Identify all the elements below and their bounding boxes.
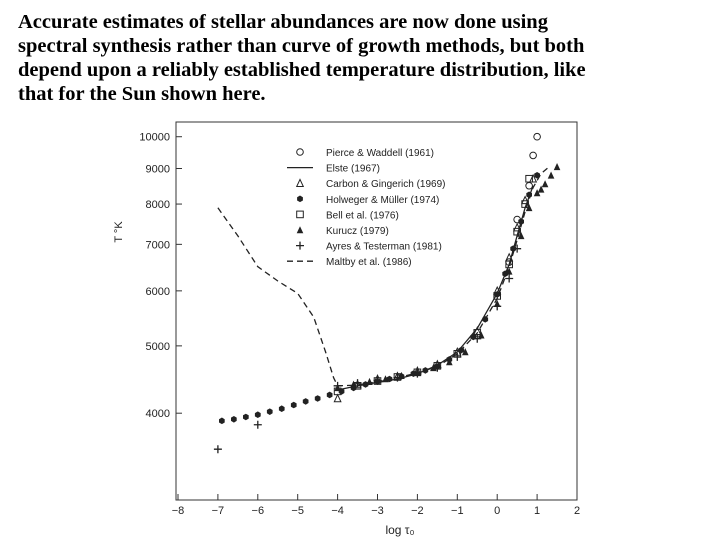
x-tick-label: −3: [371, 505, 384, 517]
series-4-point: [326, 391, 333, 399]
legend-3-label: Carbon & Gingerich (1969): [326, 179, 446, 190]
series-6-point: [446, 358, 453, 366]
x-tick-label: −6: [252, 505, 265, 517]
x-tick-label: 0: [494, 505, 500, 517]
y-tick-label: 4000: [146, 408, 170, 420]
legend-5-label: Bell et al. (1976): [326, 210, 399, 221]
series-5-point: [513, 227, 521, 236]
series-6-point: [525, 204, 533, 212]
x-tick-label: −4: [331, 505, 344, 517]
x-tick-label: 2: [574, 505, 580, 517]
x-tick-label: −7: [212, 505, 225, 517]
series-6-point: [533, 189, 541, 197]
legend-1-label: Pierce & Waddell (1961): [326, 148, 434, 159]
x-tick-label: −2: [411, 505, 424, 517]
series-7-point: [213, 445, 222, 454]
series-7-point: [253, 420, 262, 429]
x-tick-label: −1: [451, 505, 464, 517]
series-1-point: [525, 181, 533, 190]
series-4-point: [518, 218, 524, 225]
series-3-point: [513, 222, 522, 232]
x-tick-label: −5: [291, 505, 304, 517]
series-7-point: [505, 274, 514, 283]
series-3-point: [529, 173, 538, 183]
x-tick-label: 1: [534, 505, 540, 517]
y-tick-label: 8000: [146, 199, 170, 211]
series-7-point: [373, 376, 382, 385]
series-6-point: [553, 163, 561, 171]
series-7-point: [513, 244, 522, 253]
series-7-point: [453, 352, 462, 361]
series-3-point: [521, 195, 530, 205]
series-6-point: [537, 185, 545, 193]
legend-2-label: Elste (1967): [326, 164, 380, 175]
legend-5-swatch: [296, 210, 304, 219]
series-4-point: [290, 401, 297, 409]
caption: Accurate estimates of stellar abundances…: [18, 10, 713, 106]
series-7-point: [473, 334, 482, 343]
series-5-point: [521, 200, 529, 208]
series-8-line: [217, 166, 550, 387]
series-1-point: [533, 132, 541, 141]
series-4-point: [302, 398, 309, 405]
x-axis-label: log τ₀: [385, 523, 414, 537]
legend-8-label: Maltby et al. (1986): [326, 257, 412, 268]
series-6-point: [517, 232, 525, 240]
series-4-point: [231, 416, 237, 423]
plot-frame: [175, 121, 578, 501]
legend-7-label: Ayres & Testerman (1981): [326, 242, 442, 253]
legend-3-swatch: [295, 178, 305, 187]
series-7-point: [493, 302, 502, 311]
series-1-point: [529, 151, 537, 160]
legend-4-swatch: [297, 195, 303, 203]
series-4-point: [266, 408, 273, 415]
legend-4-label: Holweger & Müller (1974): [326, 195, 439, 206]
y-tick-label: 5000: [146, 341, 170, 353]
y-axis-label: T °K: [113, 221, 125, 243]
series-4-point: [243, 413, 249, 421]
series-4-point: [314, 395, 321, 402]
series-4-point: [219, 417, 225, 425]
caption-line: that for the Sun shown here.: [18, 83, 266, 105]
series-6-point: [477, 331, 485, 339]
legend-6-label: Kurucz (1979): [326, 226, 389, 237]
series-7-point: [433, 363, 442, 372]
series-4-point: [254, 411, 261, 418]
legend-1-swatch: [296, 148, 304, 156]
y-tick-label: 7000: [146, 239, 170, 251]
series-6-point: [382, 375, 389, 383]
series-4-point: [278, 405, 285, 412]
y-tick-label: 10000: [139, 132, 170, 144]
series-3-point: [333, 393, 342, 403]
series-6-point: [350, 380, 357, 388]
series-6-point: [547, 171, 555, 179]
legend-6-swatch: [296, 226, 304, 234]
y-tick-label: 6000: [146, 286, 170, 298]
chart-marks: −8 −7 −6 −5 −4 −3 −2 −1 0 1 2 4000 5000 6000 7000 8000 9…: [113, 132, 580, 537]
series-4-point: [362, 381, 369, 388]
legend-7-swatch: [296, 241, 304, 250]
caption-line: spectral synthesis rather than curve of …: [18, 35, 585, 57]
series-3-point: [473, 326, 482, 335]
x-tick-label: −8: [172, 505, 185, 517]
y-tick-label: 9000: [146, 164, 170, 176]
series-6-point: [541, 180, 549, 188]
series-5-point: [525, 174, 533, 183]
caption-line: Accurate estimates of stellar abundances…: [18, 11, 548, 33]
series-6-point: [461, 348, 469, 356]
caption-line: depend upon a reliably established tempe…: [18, 59, 586, 81]
